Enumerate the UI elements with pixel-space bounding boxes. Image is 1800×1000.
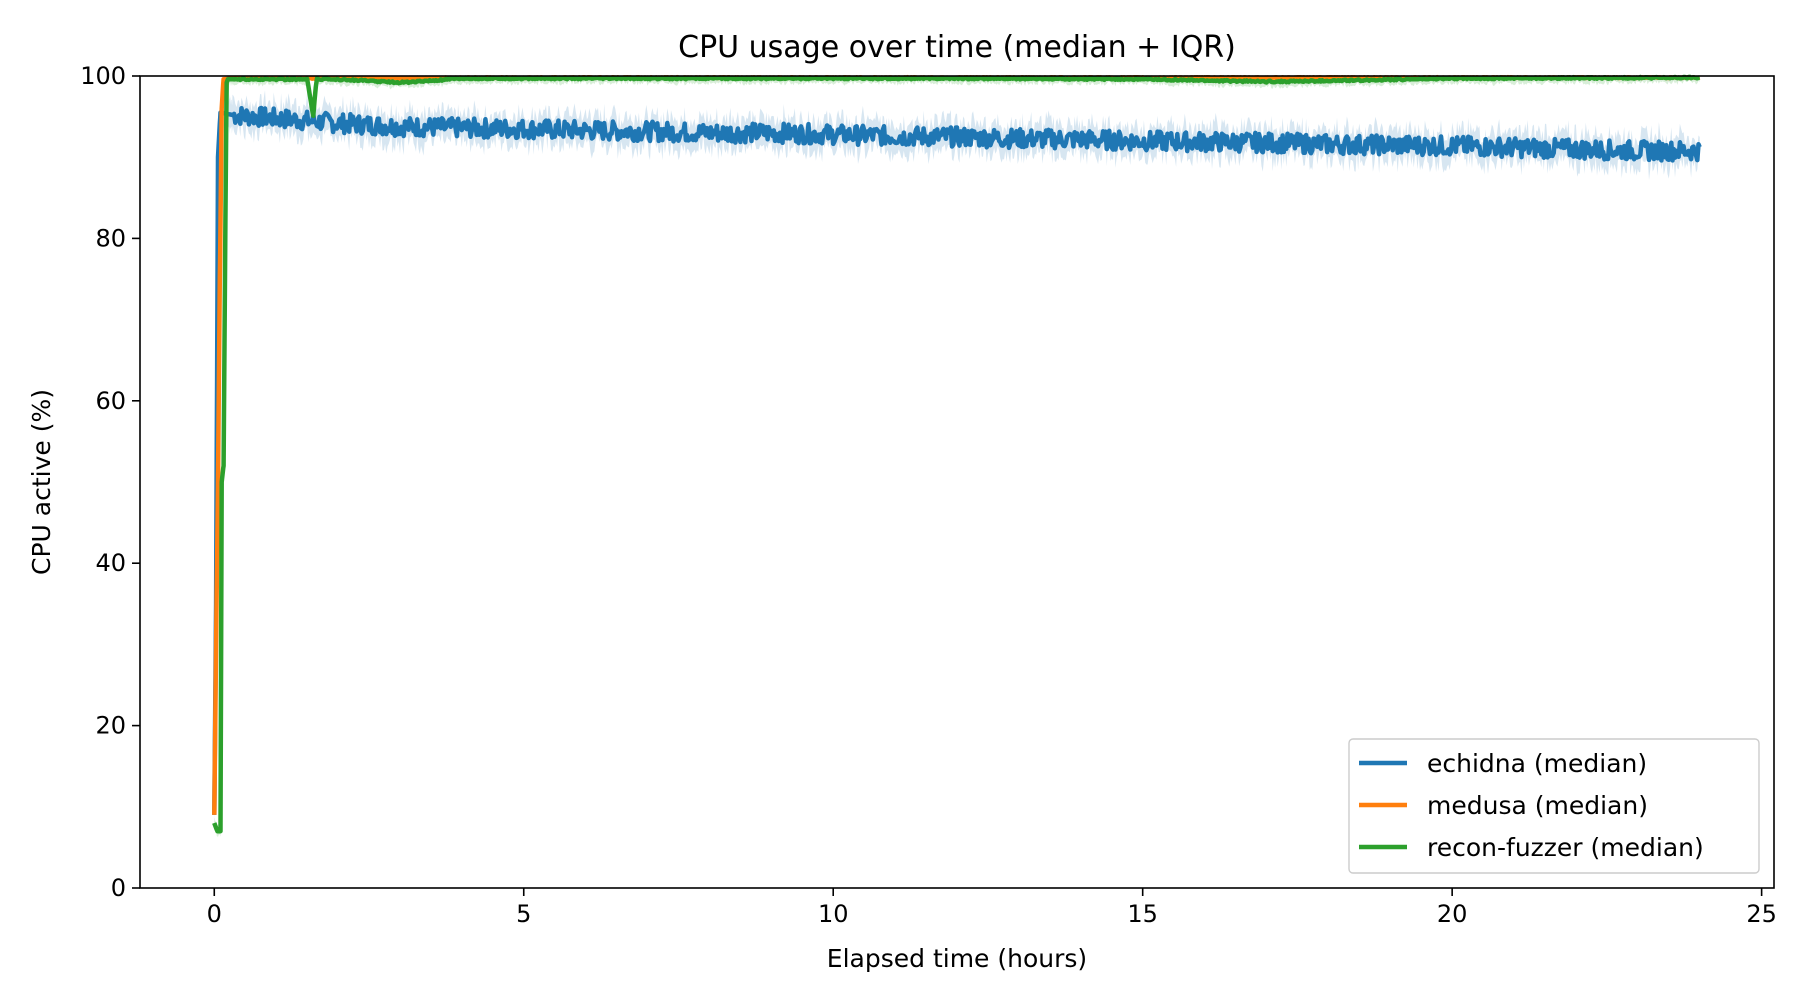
iqr-bands	[214, 76, 1700, 838]
legend-box	[1348, 738, 1760, 874]
y-tick-label: 60	[95, 387, 126, 415]
x-tick-label: 15	[1127, 900, 1158, 928]
iqr-band-1	[214, 76, 1700, 817]
x-tick-label: 5	[516, 900, 531, 928]
legend-label: recon-fuzzer (median)	[1427, 833, 1704, 862]
y-tick-label: 40	[95, 549, 126, 577]
y-tick-label: 80	[95, 224, 126, 252]
x-axis-title: Elapsed time (hours)	[827, 944, 1087, 973]
series-line-2	[212, 74, 1701, 834]
y-tick-label: 0	[111, 874, 126, 902]
median-lines	[212, 74, 1702, 834]
y-tick-label: 20	[95, 712, 126, 740]
y-axis-ticks: 0 20 40 60 80 100	[80, 62, 140, 902]
y-axis-title: CPU active (%)	[27, 389, 56, 575]
x-axis-ticks: 0 5 10 15 20 25	[207, 888, 1777, 928]
legend: echidna (median) medusa (median) recon-fuz…	[1348, 738, 1760, 874]
plot-frame	[139, 75, 1775, 889]
x-tick-label: 0	[207, 900, 222, 928]
iqr-band-0	[214, 90, 1700, 832]
x-tick-label: 20	[1437, 900, 1468, 928]
y-tick-label: 100	[80, 62, 126, 90]
series-line-1	[212, 74, 1701, 815]
legend-label: echidna (median)	[1427, 749, 1647, 778]
chart-title: CPU usage over time (median + IQR)	[678, 30, 1236, 65]
x-tick-label: 25	[1746, 900, 1777, 928]
legend-label: medusa (median)	[1427, 791, 1648, 820]
series-line-0	[212, 105, 1702, 815]
iqr-band-2	[214, 76, 1700, 838]
x-tick-label: 10	[818, 900, 849, 928]
